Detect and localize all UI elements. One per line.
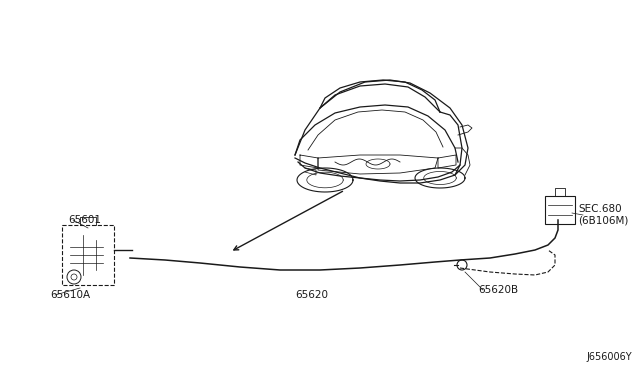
Text: 65601: 65601 bbox=[68, 215, 101, 225]
Text: 65610A: 65610A bbox=[50, 290, 90, 300]
Text: 65620: 65620 bbox=[296, 290, 328, 300]
Text: J656006Y: J656006Y bbox=[586, 352, 632, 362]
Text: SEC.680
(6B106M): SEC.680 (6B106M) bbox=[578, 204, 628, 226]
Text: 65620B: 65620B bbox=[478, 285, 518, 295]
